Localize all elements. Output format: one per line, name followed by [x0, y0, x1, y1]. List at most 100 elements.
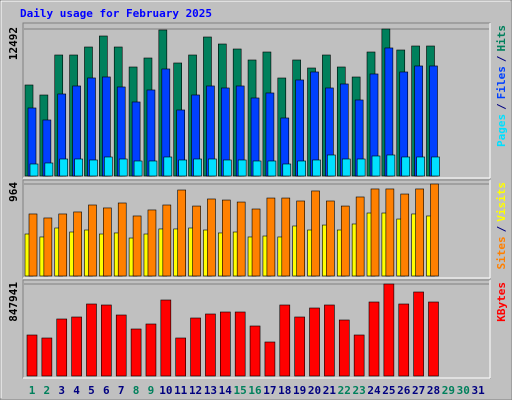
bar — [220, 311, 231, 377]
bar — [356, 158, 366, 177]
bar — [59, 158, 69, 177]
bar — [223, 159, 232, 177]
bar — [148, 160, 158, 177]
bar — [340, 205, 350, 277]
bar — [383, 283, 395, 377]
bar — [401, 156, 411, 177]
bar — [431, 156, 440, 177]
x-tick-label: 1 — [29, 384, 36, 397]
bar — [416, 156, 425, 177]
bar — [44, 162, 54, 177]
bar — [251, 208, 261, 277]
bar — [355, 196, 365, 277]
bar — [207, 198, 216, 277]
bar — [341, 158, 351, 177]
bar — [71, 316, 82, 377]
bar — [400, 193, 410, 277]
legend-separator: / — [495, 55, 508, 62]
x-tick-label: 6 — [103, 384, 110, 397]
bar — [132, 215, 142, 277]
bar — [133, 160, 143, 177]
bar — [234, 311, 246, 377]
bar — [249, 325, 261, 377]
x-tick-label: 28 — [427, 384, 440, 397]
bar — [415, 188, 424, 277]
bar — [386, 154, 396, 177]
x-tick-label: 10 — [159, 384, 172, 397]
x-tick-label: 26 — [397, 384, 411, 397]
bar — [101, 304, 112, 377]
bar — [190, 317, 201, 377]
legend: Sites / Visits — [495, 182, 508, 270]
x-tick-label: 8 — [133, 384, 140, 397]
legend-entry: Hits — [495, 25, 508, 52]
x-tick-label: 30 — [457, 384, 470, 397]
bar — [145, 323, 157, 377]
x-tick-label: 9 — [148, 384, 155, 397]
bar — [115, 314, 127, 377]
bar — [398, 303, 410, 377]
bar — [267, 160, 277, 177]
x-tick-label: 11 — [174, 384, 188, 397]
x-tick-label: 27 — [412, 384, 425, 397]
bar — [192, 205, 201, 277]
bar — [147, 209, 157, 277]
bar — [162, 204, 172, 277]
y-tick-label: 12492 — [7, 27, 20, 60]
bar — [29, 163, 39, 177]
bar — [175, 337, 186, 377]
bar — [26, 334, 38, 377]
x-tick-label: 14 — [219, 384, 233, 397]
x-tick-label: 25 — [382, 384, 395, 397]
bar — [281, 197, 291, 277]
bar — [264, 341, 276, 377]
x-tick-label: 22 — [338, 384, 351, 397]
legend-entry: Sites — [495, 236, 508, 269]
bar — [130, 328, 142, 377]
bar — [312, 159, 321, 177]
bar — [86, 303, 97, 377]
bar — [163, 156, 173, 177]
bar — [178, 159, 187, 177]
bar — [41, 337, 53, 377]
legend-entry: Files — [495, 66, 508, 99]
y-tick-label: 964 — [7, 182, 20, 202]
bar — [205, 313, 216, 377]
bar — [28, 213, 38, 277]
bar — [294, 316, 305, 377]
bar — [56, 318, 68, 377]
x-tick-label: 19 — [293, 384, 306, 397]
x-tick-label: 29 — [442, 384, 455, 397]
bar — [266, 197, 276, 277]
x-tick-label: 13 — [204, 384, 217, 397]
bar — [117, 202, 127, 277]
bar — [43, 217, 53, 277]
bar — [353, 334, 365, 377]
bar — [252, 160, 262, 177]
bar — [222, 199, 231, 277]
bar — [89, 159, 98, 177]
bar — [327, 154, 336, 177]
bar — [104, 156, 113, 177]
x-tick-label: 4 — [73, 384, 80, 397]
bar — [430, 183, 439, 277]
y-tick-label: 847941 — [7, 282, 20, 322]
bar — [297, 160, 306, 177]
bar — [309, 307, 320, 377]
bar — [193, 158, 202, 177]
legend: Pages / Files / Hits — [495, 25, 508, 147]
x-tick-label: 2 — [44, 384, 51, 397]
x-tick-label: 21 — [323, 384, 337, 397]
x-tick-label: 20 — [308, 384, 321, 397]
legend: KBytes — [495, 282, 508, 322]
bar — [338, 319, 350, 377]
bar — [368, 301, 380, 377]
bar — [103, 207, 112, 277]
bar — [324, 304, 335, 377]
bar — [428, 301, 439, 377]
x-tick-label: 7 — [118, 384, 125, 397]
bar — [236, 201, 246, 277]
x-tick-label: 3 — [58, 384, 65, 397]
x-tick-label: 5 — [88, 384, 95, 397]
bar — [326, 200, 335, 277]
